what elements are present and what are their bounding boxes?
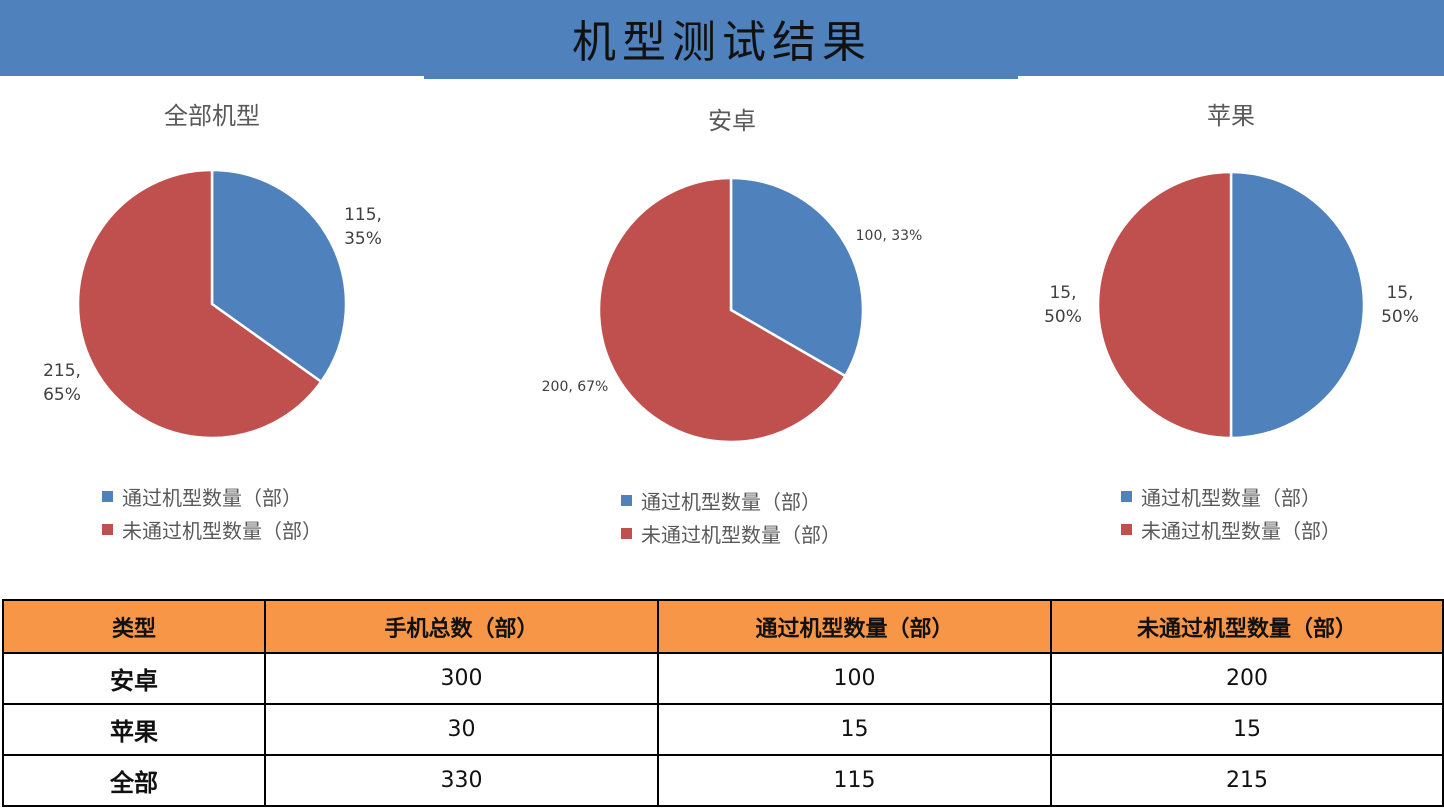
legend-label-passed: 通过机型数量（部） [1141, 486, 1321, 510]
table-cell-failed: 15 [1050, 703, 1444, 756]
legend-item-passed: 通过机型数量（部） [102, 480, 322, 513]
legend-swatch-passed [621, 495, 632, 506]
legend-swatch-passed [1121, 491, 1132, 502]
pie-slice-android-failed [597, 176, 848, 444]
table-cell-total: 330 [264, 754, 659, 807]
legend-swatch-failed [1121, 524, 1132, 535]
summary-table: 类型 手机总数（部） 通过机型数量（部） 未通过机型数量（部） 安卓 300 1… [2, 599, 1444, 807]
column-header-failed: 未通过机型数量（部） [1050, 599, 1444, 654]
pie-slice-all-passed [210, 168, 348, 384]
legend-swatch-failed [621, 528, 632, 539]
table-cell-passed: 100 [657, 652, 1052, 705]
column-header-total: 手机总数（部） [264, 599, 659, 654]
table-row: 全部 330 115 215 [2, 754, 1444, 807]
data-label-android-passed: 100, 33% [856, 228, 923, 244]
page-title: 机型测试结果 [572, 17, 872, 68]
table-row: 苹果 30 15 15 [2, 703, 1444, 756]
legend-all: 通过机型数量（部） 未通过机型数量（部） [102, 480, 322, 546]
pie-slice-apple-failed [1096, 170, 1233, 440]
chart-title-apple: 苹果 [1207, 102, 1255, 130]
legend-swatch-passed [102, 491, 113, 502]
header-bar: 机型测试结果 [0, 0, 1444, 76]
column-header-passed: 通过机型数量（部） [657, 599, 1052, 654]
chart-title-all: 全部机型 [164, 102, 260, 130]
legend-item-failed: 未通过机型数量（部） [1121, 513, 1341, 546]
legend-swatch-failed [102, 524, 113, 535]
legend-item-failed: 未通过机型数量（部） [102, 513, 322, 546]
table-cell-type: 安卓 [2, 652, 266, 705]
table-cell-total: 30 [264, 703, 659, 756]
legend-item-failed: 未通过机型数量（部） [621, 517, 841, 550]
table-cell-type: 全部 [2, 754, 266, 807]
table-header-row: 类型 手机总数（部） 通过机型数量（部） 未通过机型数量（部） [2, 599, 1444, 654]
pie-slice-android-passed [729, 176, 865, 378]
legend-label-passed: 通过机型数量（部） [641, 490, 821, 514]
table-cell-passed: 15 [657, 703, 1052, 756]
legend-android: 通过机型数量（部） 未通过机型数量（部） [621, 484, 841, 550]
legend-item-passed: 通过机型数量（部） [1121, 480, 1341, 513]
pie-slice-all-failed [76, 168, 323, 440]
data-label-all-failed: 215, 65% [43, 361, 81, 405]
legend-label-failed: 未通过机型数量（部） [122, 519, 322, 543]
pie-slice-apple-passed [1229, 170, 1366, 440]
table-cell-passed: 115 [657, 754, 1052, 807]
legend-item-passed: 通过机型数量（部） [621, 484, 841, 517]
data-label-all-passed: 115, 35% [344, 205, 382, 249]
table-cell-type: 苹果 [2, 703, 266, 756]
table-cell-failed: 215 [1050, 754, 1444, 807]
legend-label-passed: 通过机型数量（部） [122, 486, 302, 510]
data-label-apple-passed: 15, 50% [1381, 283, 1419, 327]
legend-label-failed: 未通过机型数量（部） [1141, 519, 1341, 543]
chart-title-android: 安卓 [708, 107, 756, 135]
table-row: 安卓 300 100 200 [2, 652, 1444, 705]
legend-apple: 通过机型数量（部） 未通过机型数量（部） [1121, 480, 1341, 546]
table-cell-failed: 200 [1050, 652, 1444, 705]
legend-label-failed: 未通过机型数量（部） [641, 523, 841, 547]
header-underline [424, 76, 1018, 79]
table-cell-total: 300 [264, 652, 659, 705]
data-label-apple-failed: 15, 50% [1044, 283, 1082, 327]
column-header-type: 类型 [2, 599, 266, 654]
data-label-android-failed: 200, 67% [542, 379, 609, 395]
